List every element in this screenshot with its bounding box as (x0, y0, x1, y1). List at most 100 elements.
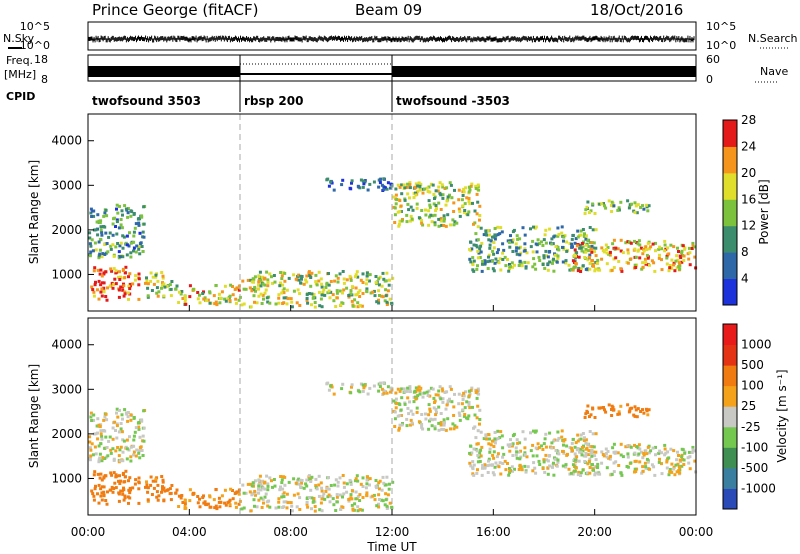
power-pixel (363, 180, 367, 184)
power-pixel (592, 241, 596, 245)
velocity-pixel (161, 478, 165, 482)
power-pixel (384, 288, 388, 292)
power-pixel (644, 261, 648, 265)
velocity-pixel (584, 412, 588, 416)
power-pixel (523, 247, 527, 251)
velocity-pixel (349, 391, 353, 395)
velocity-pixel (263, 480, 267, 484)
velocity-pixel (677, 454, 680, 457)
power-pixel (260, 302, 264, 305)
power-pixel (675, 254, 679, 258)
power-pixel (417, 216, 421, 220)
power-pixel (277, 301, 281, 305)
velocity-pixel (596, 466, 600, 469)
power-pixel (393, 221, 397, 224)
velocity-pixel (440, 427, 444, 431)
nave-label: Nave (760, 65, 788, 78)
velocity-pixel (406, 406, 410, 410)
velocity-pixel (457, 392, 461, 396)
velocity-pixel (292, 493, 296, 497)
velocity-pixel (96, 492, 99, 496)
velocity-pixel (439, 423, 443, 427)
velocity-pixel (467, 394, 471, 398)
velocity-pixel (114, 473, 118, 477)
velocity-pixel (683, 451, 687, 455)
velocity-pixel (624, 445, 628, 449)
power-pixel (575, 251, 579, 255)
power-colorbar-tick: 20 (741, 166, 756, 180)
velocity-pixel (552, 461, 555, 465)
velocity-pixel (359, 382, 363, 386)
velocity-pixel (295, 505, 299, 509)
velocity-pixel (485, 437, 489, 441)
velocity-pixel (375, 504, 379, 508)
power-pixel (196, 297, 200, 301)
velocity-pixel (289, 501, 293, 505)
power-pixel (357, 185, 361, 189)
velocity-pixel (466, 417, 470, 421)
power-pixel (360, 304, 364, 308)
power-pixel (437, 217, 441, 221)
velocity-pixel (387, 487, 391, 491)
power-pixel (137, 223, 141, 227)
velocity-pixel (608, 457, 612, 461)
power-pixel (652, 261, 656, 265)
velocity-pixel (335, 500, 339, 504)
velocity-pixel (431, 387, 435, 391)
power-pixel (155, 291, 159, 295)
power-pixel (365, 274, 369, 278)
velocity-pixel (342, 492, 346, 496)
power-pixel (531, 265, 535, 269)
power-pixel (638, 243, 642, 247)
power-pixel (129, 209, 133, 213)
velocity-pixel (573, 463, 577, 467)
power-pixel (637, 239, 641, 243)
velocity-pixel (266, 484, 270, 488)
velocity-pixel (371, 494, 375, 498)
velocity-pixel (129, 488, 132, 492)
power-pixel (453, 220, 457, 224)
velocity-pixel (668, 470, 672, 474)
velocity-pixel (342, 485, 346, 489)
power-pixel (567, 263, 571, 267)
power-pixel (235, 286, 239, 290)
power-pixel (478, 218, 481, 222)
velocity-pixel (119, 479, 123, 483)
velocity-pixel (691, 445, 695, 449)
velocity-pixel (98, 425, 102, 429)
power-pixel (359, 178, 363, 182)
power-pixel (349, 289, 353, 293)
power-pixel (349, 187, 353, 191)
power-pixel (105, 242, 109, 245)
power-pixel (589, 209, 593, 213)
power-pixel (515, 234, 519, 238)
velocity-pixel (428, 394, 432, 398)
velocity-pixel (472, 473, 476, 477)
velocity-pixel (258, 474, 262, 478)
power-pixel (553, 253, 557, 257)
velocity-pixel (680, 455, 684, 459)
velocity-pixel (644, 465, 648, 469)
velocity-pixel (604, 410, 608, 414)
power-pixel (319, 277, 323, 281)
velocity-pixel (137, 487, 141, 491)
velocity-pixel (380, 488, 384, 492)
power-pixel (434, 204, 438, 207)
velocity-pixel (556, 430, 560, 434)
velocity-pixel (385, 507, 389, 510)
velocity-pixel (162, 486, 166, 490)
power-pixel (283, 271, 287, 275)
power-pixel (119, 223, 123, 227)
velocity-pixel (142, 439, 146, 443)
velocity-pixel (118, 459, 122, 463)
velocity-pixel (441, 400, 445, 404)
velocity-pixel (184, 506, 188, 510)
power-pixel (103, 242, 107, 246)
power-pixel (471, 201, 474, 205)
power-pixel (518, 259, 522, 263)
power-pixel (688, 263, 692, 267)
velocity-pixel (382, 481, 386, 485)
power-pixel (488, 233, 491, 237)
power-pixel (231, 285, 234, 288)
date-label: 18/Oct/2016 (590, 1, 683, 19)
